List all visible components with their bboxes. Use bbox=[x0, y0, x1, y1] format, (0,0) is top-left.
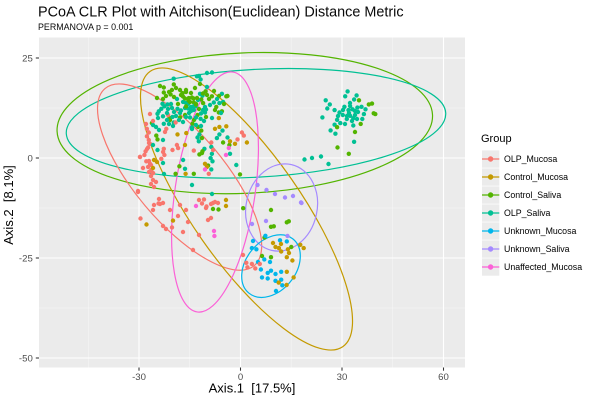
svg-text:-50: -50 bbox=[19, 353, 33, 364]
svg-text:Unknown_Saliva: Unknown_Saliva bbox=[504, 244, 570, 254]
svg-text:PERMANOVA p = 0.001: PERMANOVA p = 0.001 bbox=[38, 22, 133, 32]
svg-text:Control_Saliva: Control_Saliva bbox=[504, 190, 561, 200]
svg-text:60: 60 bbox=[438, 372, 449, 383]
svg-text:-25: -25 bbox=[19, 253, 33, 264]
svg-text:Unaffected_Mucosa: Unaffected_Mucosa bbox=[504, 262, 582, 272]
svg-text:OLP_Mucosa: OLP_Mucosa bbox=[504, 154, 557, 164]
svg-text:30: 30 bbox=[337, 372, 348, 383]
svg-text:OLP_Saliva: OLP_Saliva bbox=[504, 208, 551, 218]
svg-text:0: 0 bbox=[238, 372, 243, 383]
svg-text:Axis.2 [8.1%]: Axis.2 [8.1%] bbox=[1, 165, 16, 244]
svg-text:Axis.1 [17.5%]: Axis.1 [17.5%] bbox=[209, 381, 296, 396]
svg-text:0: 0 bbox=[27, 153, 32, 164]
svg-text:25: 25 bbox=[22, 53, 33, 64]
svg-text:PCoA CLR Plot with Aitchison(E: PCoA CLR Plot with Aitchison(Euclidean) … bbox=[38, 4, 404, 20]
svg-text:-30: -30 bbox=[132, 372, 146, 383]
svg-text:Group: Group bbox=[481, 133, 512, 145]
svg-text:Control_Mucosa: Control_Mucosa bbox=[504, 172, 568, 182]
svg-text:Unknown_Mucosa: Unknown_Mucosa bbox=[504, 226, 576, 236]
